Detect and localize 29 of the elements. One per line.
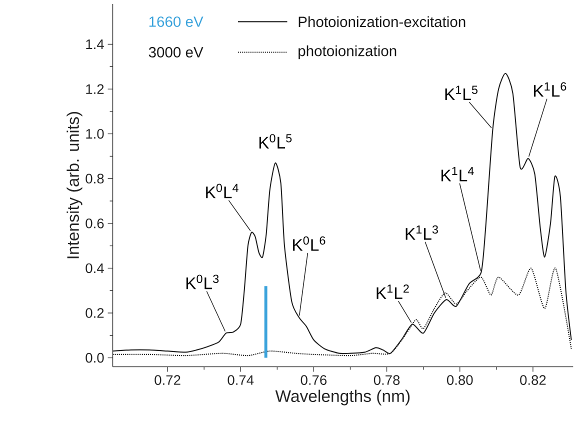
x-tick-label: 0.72 [154, 375, 180, 386]
y-tick-label: 1.0 [86, 129, 104, 139]
y-tick-label: 0.6 [86, 218, 104, 228]
y-tick-label: 0.8 [86, 174, 104, 184]
annotation: 3000 eV [148, 47, 204, 58]
x-axis-title: Wavelengths (nm) [275, 390, 410, 406]
y-tick-label: 0.2 [86, 308, 104, 318]
annotation: K$^{1}$L$^{4}$ [442, 167, 474, 182]
y-tick-label: 0.4 [86, 263, 104, 274]
annotation: K$^{0}$L$^{5}$ [259, 134, 292, 149]
y-tick-label: 0.0 [86, 353, 104, 363]
x-tick-label: 0.82 [520, 375, 546, 386]
y-axis-title: Intensity (arb. units) [66, 112, 82, 258]
legend-label: photoionization [298, 46, 396, 60]
annotation: K$^{1}$L$^{3}$ [406, 225, 438, 240]
annotation: K$^{1}$L$^{6}$ [534, 82, 566, 97]
annotation: K$^{0}$L$^{4}$ [206, 184, 238, 198]
annotation: K$^{0}$L$^{3}$ [186, 274, 219, 290]
annotation: K$^{0}$L$^{6}$ [293, 236, 326, 251]
x-tick-label: 0.78 [374, 375, 400, 386]
x-tick-label: 0.76 [300, 375, 327, 386]
legend-label: Photoionization-excitation [298, 16, 466, 28]
y-tick-label: 1.2 [86, 84, 104, 94]
text: 1660 eV [149, 16, 204, 28]
y-tick-label: 1.4 [86, 40, 104, 50]
x-tick-label: 0.74 [228, 375, 254, 386]
annotation: K$^{1}$L$^{2}$ [376, 284, 409, 300]
x-tick-label: 0.80 [446, 375, 473, 386]
annotation: K$^{1}$L$^{5}$ [445, 86, 478, 100]
